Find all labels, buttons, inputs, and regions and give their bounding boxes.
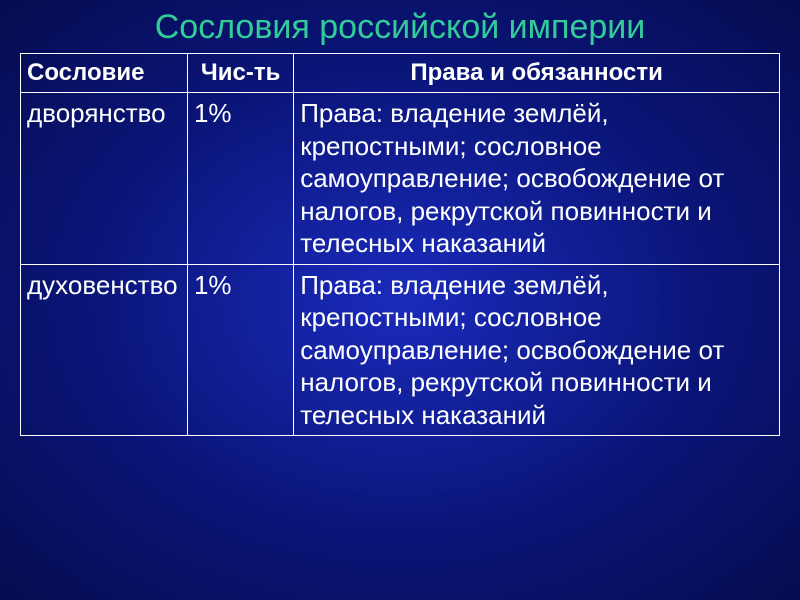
cell-rights: Права: владение землёй, крепостными; сос… [294, 264, 780, 436]
col-header-count: Чис-ть [187, 54, 293, 93]
slide-title: Сословия российской империи [20, 8, 780, 47]
col-header-estate: Сословие [21, 54, 188, 93]
table-row: дворянство 1% Права: владение землёй, кр… [21, 93, 780, 265]
cell-rights: Права: владение землёй, крепостными; сос… [294, 93, 780, 265]
slide: Сословия российской империи Сословие Чис… [0, 0, 800, 600]
table-row: духовенство 1% Права: владение землёй, к… [21, 264, 780, 436]
cell-estate: духовенство [21, 264, 188, 436]
table-header-row: Сословие Чис-ть Права и обязанности [21, 54, 780, 93]
cell-count: 1% [187, 93, 293, 265]
estates-table: Сословие Чис-ть Права и обязанности двор… [20, 53, 780, 436]
cell-count: 1% [187, 264, 293, 436]
col-header-rights: Права и обязанности [294, 54, 780, 93]
cell-estate: дворянство [21, 93, 188, 265]
